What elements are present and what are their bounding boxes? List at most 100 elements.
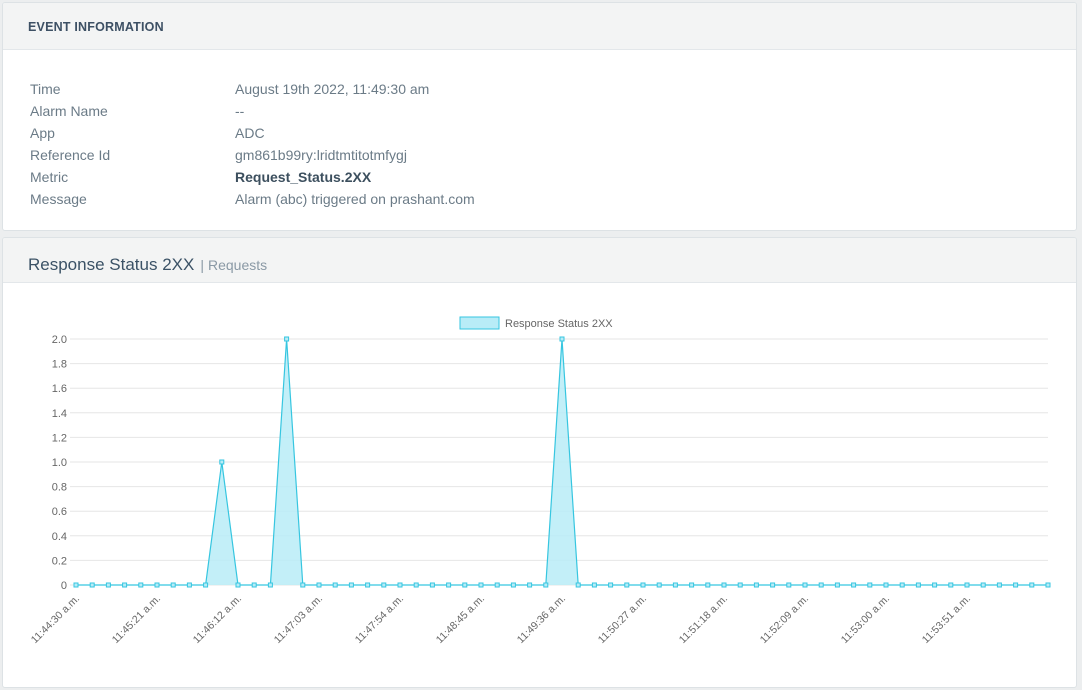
chart-panel-separator: |: [200, 257, 204, 273]
data-point[interactable]: [494, 582, 500, 588]
data-point[interactable]: [138, 582, 144, 588]
data-point[interactable]: [510, 582, 516, 588]
data-point[interactable]: [915, 582, 921, 588]
data-point[interactable]: [73, 582, 79, 588]
data-point[interactable]: [251, 582, 257, 588]
data-point[interactable]: [608, 582, 614, 588]
x-tick-label: 11:49:36 a.m.: [515, 593, 568, 646]
legend-label[interactable]: Response Status 2XX: [505, 318, 613, 330]
data-point[interactable]: [948, 582, 954, 588]
data-point[interactable]: [640, 582, 646, 588]
x-tick-label: 11:47:03 a.m.: [272, 593, 325, 646]
y-tick-label: 1.4: [52, 408, 67, 420]
data-point[interactable]: [883, 582, 889, 588]
x-tick-label: 11:51:18 a.m.: [677, 593, 730, 646]
data-point[interactable]: [397, 582, 403, 588]
data-point[interactable]: [802, 582, 808, 588]
y-tick-label: 2.0: [52, 334, 67, 346]
data-point[interactable]: [89, 582, 95, 588]
data-point[interactable]: [559, 336, 565, 342]
time-label: Time: [30, 81, 61, 97]
data-point[interactable]: [284, 336, 290, 342]
chart-legend[interactable]: Response Status 2XX: [459, 316, 613, 330]
alarm-name-value: --: [235, 103, 245, 119]
data-point[interactable]: [316, 582, 322, 588]
data-point[interactable]: [1013, 582, 1019, 588]
data-point[interactable]: [770, 582, 776, 588]
alarm-name-label: Alarm Name: [30, 103, 108, 119]
data-point[interactable]: [591, 582, 597, 588]
chart-points: [73, 336, 1051, 588]
data-point[interactable]: [689, 582, 695, 588]
data-point[interactable]: [1045, 582, 1051, 588]
data-point[interactable]: [300, 582, 306, 588]
time-value: August 19th 2022, 11:49:30 am: [235, 81, 430, 97]
data-point[interactable]: [527, 582, 533, 588]
data-point[interactable]: [1029, 582, 1035, 588]
data-point[interactable]: [235, 582, 241, 588]
x-tick-label: 11:50:27 a.m.: [596, 593, 649, 646]
response-status-chart-panel: Response Status 2XX | Requests 0 0.2 0.4 0.6 0…: [2, 237, 1077, 688]
reference-id-value: gm861b99ry:lridtmtitotmfygj: [235, 147, 407, 163]
data-point[interactable]: [980, 582, 986, 588]
x-tick-label: 11:48:45 a.m.: [434, 593, 487, 646]
data-point[interactable]: [332, 582, 338, 588]
data-point[interactable]: [478, 582, 484, 588]
y-tick-label: 0.4: [52, 531, 67, 543]
data-point[interactable]: [154, 582, 160, 588]
data-point[interactable]: [818, 582, 824, 588]
data-point[interactable]: [996, 582, 1002, 588]
data-point[interactable]: [672, 582, 678, 588]
data-point[interactable]: [705, 582, 711, 588]
legend-swatch[interactable]: [459, 316, 500, 330]
message-value: Alarm (abc) triggered on prashant.com: [235, 191, 475, 207]
data-point[interactable]: [721, 582, 727, 588]
data-point[interactable]: [624, 582, 630, 588]
data-point[interactable]: [575, 582, 581, 588]
chart-panel-header: Response Status 2XX | Requests: [3, 238, 1076, 283]
chart-panel-subtitle: Requests: [207, 257, 268, 273]
y-tick-label: 0.2: [52, 555, 67, 567]
data-point[interactable]: [219, 459, 225, 465]
data-point[interactable]: [267, 582, 273, 588]
data-point[interactable]: [446, 582, 452, 588]
data-point[interactable]: [348, 582, 354, 588]
response-status-chart: 0 0.2 0.4 0.6 0.8 1.0 1.2 1.4 1.6 1.8 2.0 11:44:30…: [29, 316, 1051, 646]
data-point[interactable]: [429, 582, 435, 588]
data-point[interactable]: [170, 582, 176, 588]
data-point[interactable]: [365, 582, 371, 588]
data-point[interactable]: [105, 582, 111, 588]
data-point[interactable]: [186, 582, 192, 588]
data-point[interactable]: [122, 582, 128, 588]
x-tick-label: 11:44:30 a.m.: [29, 593, 82, 646]
data-point[interactable]: [737, 582, 743, 588]
data-point[interactable]: [543, 582, 549, 588]
data-point[interactable]: [964, 582, 970, 588]
data-point[interactable]: [867, 582, 873, 588]
data-point[interactable]: [753, 582, 759, 588]
data-point[interactable]: [899, 582, 905, 588]
data-point[interactable]: [203, 582, 209, 588]
metric-label: Metric: [30, 169, 69, 185]
data-point[interactable]: [834, 582, 840, 588]
chart-x-axis: 11:44:30 a.m. 11:45:21 a.m. 11:46:12 a.m. 1…: [29, 593, 973, 646]
data-point[interactable]: [851, 582, 857, 588]
event-information-header: EVENT INFORMATION: [3, 3, 1076, 50]
data-point[interactable]: [932, 582, 938, 588]
data-point[interactable]: [462, 582, 468, 588]
x-tick-label: 11:47:54 a.m.: [353, 593, 406, 646]
y-tick-label: 1.8: [52, 359, 67, 371]
data-point[interactable]: [656, 582, 662, 588]
data-point[interactable]: [786, 582, 792, 588]
series-area-fill: [76, 339, 1048, 585]
app-label: App: [30, 125, 55, 141]
message-label: Message: [30, 191, 87, 207]
data-point[interactable]: [413, 582, 419, 588]
chart-panel-title: Response Status 2XX: [28, 255, 195, 274]
y-tick-label: 0.6: [52, 506, 67, 518]
chart-y-axis: 0 0.2 0.4 0.6 0.8 1.0 1.2 1.4 1.6 1.8 2.0: [52, 334, 67, 592]
data-point[interactable]: [381, 582, 387, 588]
event-information-title: EVENT INFORMATION: [28, 20, 164, 34]
y-tick-label: 1.6: [52, 383, 67, 395]
y-tick-label: 0.8: [52, 482, 67, 494]
